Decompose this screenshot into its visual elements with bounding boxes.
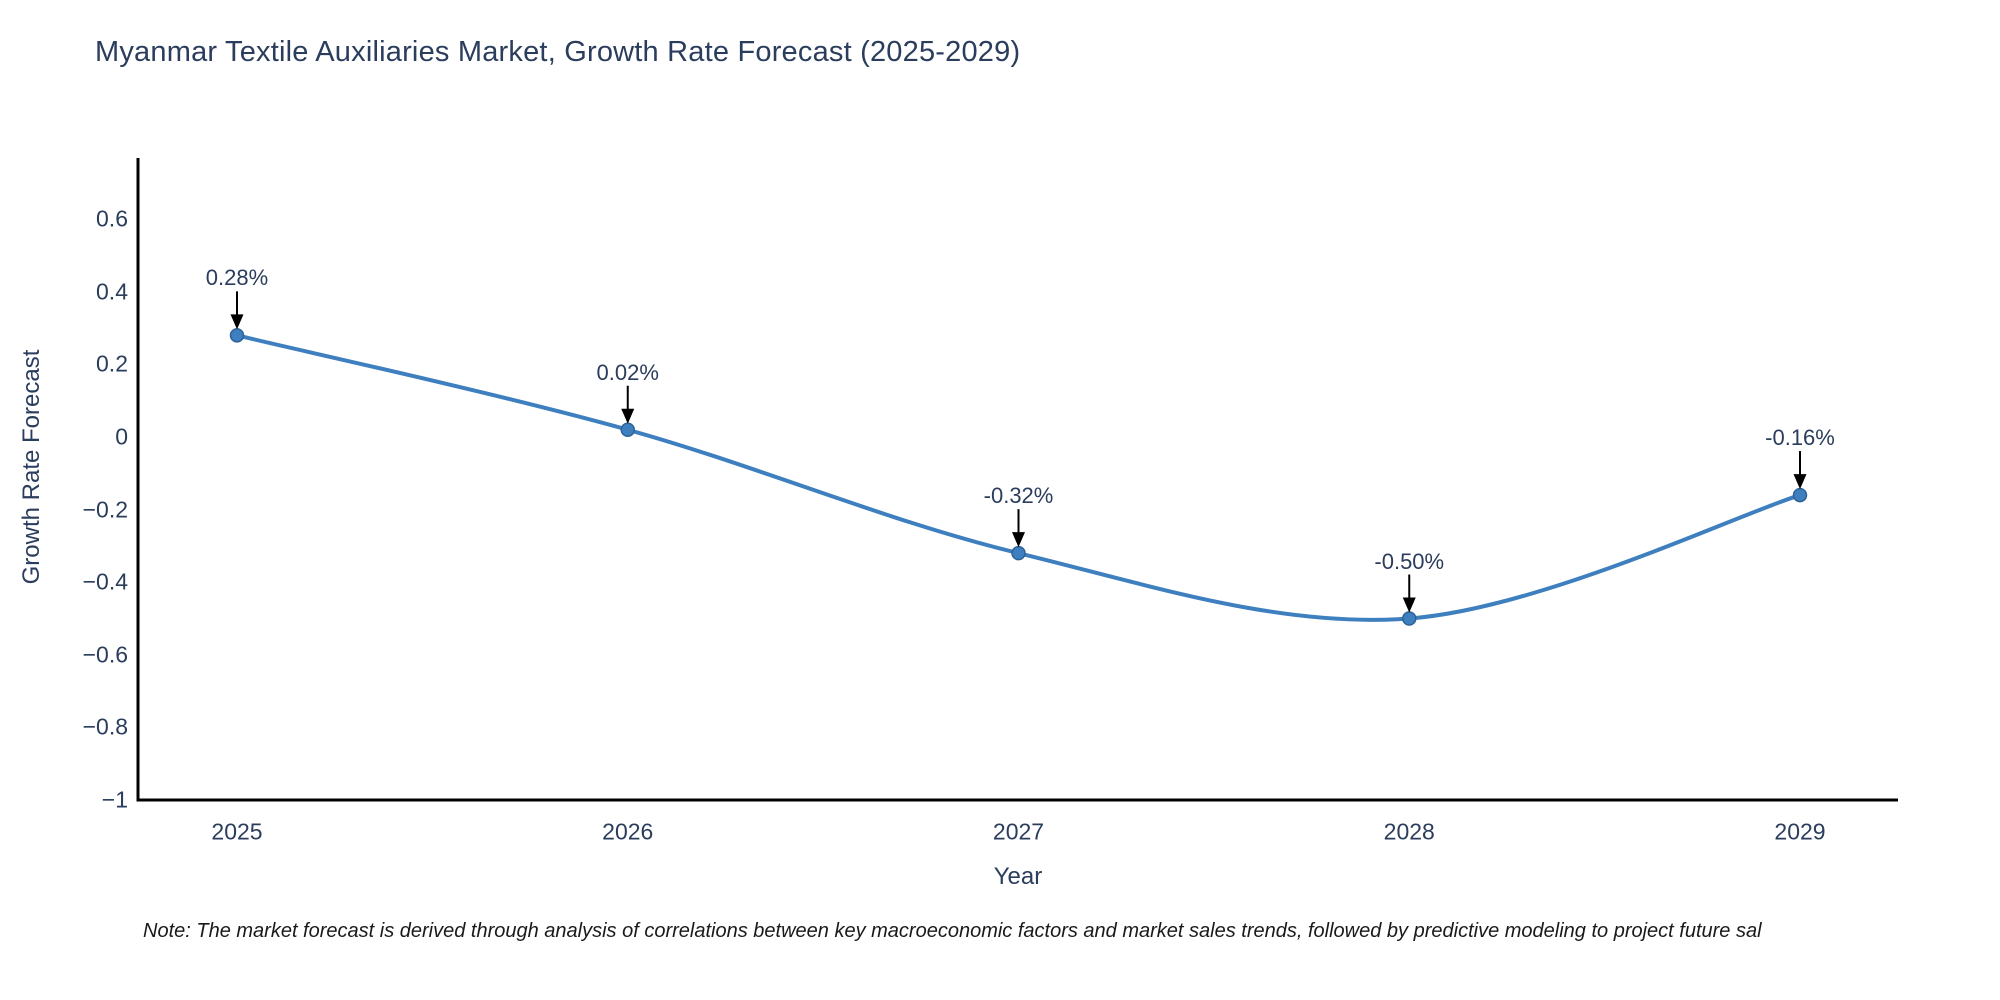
y-tick-label: −0.2 — [82, 496, 128, 523]
data-point-2026 — [620, 422, 635, 437]
point-value-annotation-2028: -0.50% — [1374, 548, 1445, 574]
annotation-arrowhead-icon — [1793, 474, 1807, 490]
data-point-2027 — [1011, 545, 1026, 561]
y-tick-label: −0.8 — [82, 713, 128, 740]
annotation-arrows — [230, 291, 1807, 613]
footnote: Note: The market forecast is derived thr… — [143, 920, 1762, 942]
y-tick-label: −1 — [101, 786, 128, 813]
x-tick-label-2025: 2025 — [211, 818, 263, 845]
x-tick-label-2027: 2027 — [992, 818, 1045, 845]
y-tick-label: 0.4 — [96, 278, 128, 305]
annotation-arrowhead-icon — [1012, 532, 1025, 548]
y-tick-label: −0.6 — [82, 641, 128, 668]
annotation-arrowhead-icon — [230, 314, 244, 330]
point-value-annotation-2025: 0.28% — [205, 265, 269, 291]
line-series — [229, 328, 1808, 626]
y-axis-title: Growth Rate Forecast — [18, 349, 45, 585]
point-value-annotation-2029: -0.16% — [1765, 425, 1835, 451]
x-tick-label-2026: 2026 — [602, 818, 654, 845]
data-point-2029 — [1792, 487, 1808, 503]
data-point-2025 — [229, 328, 245, 343]
annotation-arrowhead-icon — [621, 408, 635, 424]
x-tick-label-2029: 2029 — [1774, 818, 1826, 845]
point-value-annotation-2027: -0.32% — [983, 483, 1054, 509]
growth-rate-line — [236, 333, 1801, 622]
y-tick-label: −0.4 — [82, 568, 128, 595]
y-tick-label: 0.2 — [96, 350, 128, 377]
y-tick-label: 0 — [115, 423, 128, 450]
y-tick-label: 0.6 — [96, 205, 128, 232]
x-axis-title: Year — [993, 863, 1043, 890]
data-point-2028 — [1402, 611, 1417, 626]
point-value-annotation-2026: 0.02% — [596, 359, 659, 385]
chart-title: Myanmar Textile Auxiliaries Market, Grow… — [95, 36, 1021, 68]
annotation-arrowhead-icon — [1402, 597, 1416, 613]
x-tick-label-2028: 2028 — [1383, 818, 1435, 845]
